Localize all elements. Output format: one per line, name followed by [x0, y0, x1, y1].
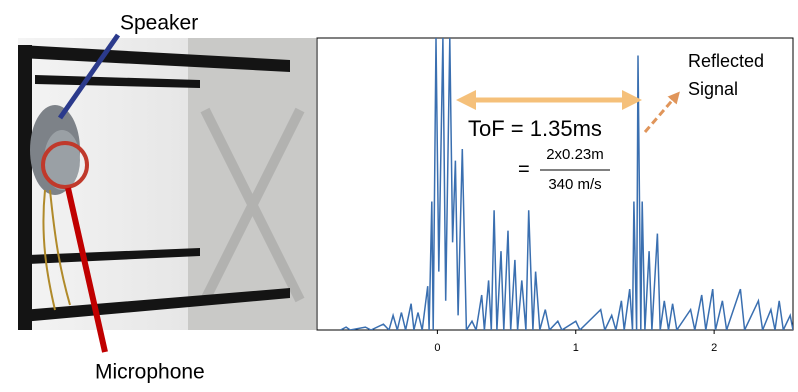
- speaker-label: Speaker: [120, 12, 198, 35]
- plot-frame: [316, 37, 794, 331]
- x-tick-label: 2: [711, 342, 717, 354]
- reflected-label: Signal: [688, 79, 738, 99]
- microphone-label: Microphone: [95, 361, 205, 384]
- signal-line: [340, 38, 793, 330]
- fraction-denominator: 340 m/s: [548, 176, 601, 193]
- reflected-label: Reflected: [688, 51, 764, 71]
- x-axis: 0 1 2: [434, 330, 717, 354]
- tof-label: ToF = 1.35ms: [468, 116, 602, 141]
- x-tick-label: 0: [434, 342, 440, 354]
- reflect-arrow: [643, 91, 680, 133]
- x-tick-label: 1: [573, 342, 579, 354]
- plot-area: [340, 38, 793, 330]
- equals: =: [518, 158, 530, 180]
- photo: Speaker Microphone: [18, 12, 316, 384]
- fraction-numerator: 2x0.23m: [546, 146, 604, 163]
